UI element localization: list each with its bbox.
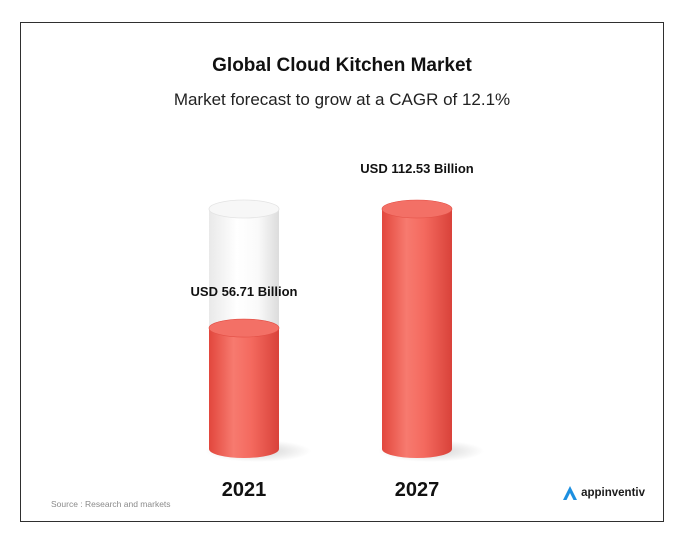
bar-top xyxy=(381,199,453,219)
brand-name: appinventiv xyxy=(581,487,645,499)
category-label: 2027 xyxy=(395,479,440,501)
chart-card: Global Cloud Kitchen Market Market forec… xyxy=(20,22,664,522)
category-label: 2021 xyxy=(222,479,267,501)
appinventiv-logo-icon xyxy=(563,486,578,500)
bar-remainder-top xyxy=(208,199,280,219)
bar-fill xyxy=(209,319,279,458)
bar-2021 xyxy=(205,199,311,462)
chart-subtitle: Market forecast to grow at a CAGR of 12.… xyxy=(173,90,511,109)
brand-logo: appinventiv xyxy=(562,485,645,501)
data-label: USD 112.53 Billion xyxy=(360,161,473,176)
bar-fill xyxy=(382,200,452,458)
chart-title: Global Cloud Kitchen Market xyxy=(212,55,472,76)
bar-remainder xyxy=(209,200,279,338)
bar-2027 xyxy=(378,199,484,462)
cylinder-chart: USD 56.71 Billion 2021 USD 112.53 Billion 2… xyxy=(191,161,484,501)
bar-top xyxy=(208,318,280,338)
source-note: Source : Research and markets xyxy=(51,499,171,509)
data-label: USD 56.71 Billion xyxy=(191,284,298,299)
